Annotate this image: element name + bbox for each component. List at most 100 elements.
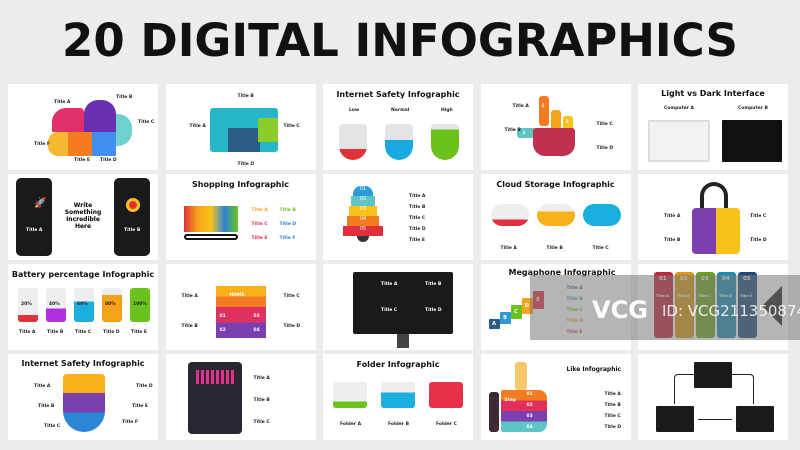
arrow-icon xyxy=(732,374,754,404)
battery-value: 40% xyxy=(49,302,60,307)
tile-envelope[interactable]: Title B Title A Title C Title D xyxy=(165,84,316,170)
bell-clapper xyxy=(357,236,369,242)
label: Title B xyxy=(181,324,198,329)
label: Title A xyxy=(664,214,681,219)
label: Normal xyxy=(391,108,410,113)
step-word: Step xyxy=(504,398,517,403)
label: Title B xyxy=(604,403,621,408)
step: 03 xyxy=(253,314,260,319)
step: 04 xyxy=(253,328,260,333)
puzzle-piece xyxy=(68,132,92,156)
battery-icon xyxy=(130,288,150,322)
label: Title D xyxy=(596,146,614,151)
folder-c xyxy=(429,382,463,408)
step: 04 xyxy=(526,425,533,430)
step: 01 xyxy=(526,392,533,397)
lock-body xyxy=(692,208,740,254)
tile-cloud-storage[interactable]: Cloud Storage Infographic Title A Title … xyxy=(480,174,631,260)
tile-heading: Folder Infographic xyxy=(356,360,440,369)
infographic-grid: Title A Title B Title C Title D Title E … xyxy=(8,84,788,440)
laptop-left xyxy=(656,406,694,432)
puzzle-piece xyxy=(92,132,116,156)
tile-tablet[interactable]: Title A Title B Title C xyxy=(165,354,316,440)
label: Title C xyxy=(409,216,426,221)
label: Title B xyxy=(124,228,141,233)
palm xyxy=(532,128,575,156)
tile-like[interactable]: Like Infographic 01 02 03 04 Step Title … xyxy=(480,354,631,440)
label: Title D xyxy=(409,227,426,232)
tile-monitor[interactable]: Title A Title B Title C Title D xyxy=(323,264,473,350)
home-word: HOME xyxy=(229,293,245,298)
label: Title B xyxy=(409,205,426,210)
label: Title A xyxy=(181,294,198,299)
label: Title B xyxy=(546,246,563,251)
label: Title D xyxy=(136,384,153,389)
battery-icon xyxy=(74,288,94,322)
target-icon xyxy=(126,198,140,212)
label: Computer A xyxy=(664,106,694,111)
label: Title C xyxy=(604,414,621,419)
tile-laptops[interactable] xyxy=(638,354,788,440)
tile-battery[interactable]: Battery percentage Infographic 20% Title … xyxy=(8,264,158,350)
label: Title C xyxy=(44,424,61,429)
cart-puzzle xyxy=(183,206,238,232)
label: Title C xyxy=(251,222,268,227)
label: Title C xyxy=(750,214,767,219)
label: Title C xyxy=(253,420,270,425)
tile-heading: Cloud Storage Infographic xyxy=(496,180,615,189)
dark-monitor xyxy=(722,120,782,162)
light-monitor xyxy=(648,120,710,162)
laptop-right xyxy=(736,406,774,432)
battery-icon xyxy=(18,288,38,322)
tile-folder[interactable]: Folder Infographic Folder A Folder B Fol… xyxy=(323,354,473,440)
bell-step: 03 xyxy=(349,206,377,216)
arrow-icon xyxy=(674,374,694,404)
tile-phones[interactable]: 🚀 Title A Title B Write Something Incred… xyxy=(8,174,158,260)
label: Title B xyxy=(425,282,442,287)
shield-high xyxy=(431,124,459,160)
tile-lock[interactable]: Title A Title C Title B Title D xyxy=(638,174,788,260)
shield-low xyxy=(339,124,367,160)
cloud-full xyxy=(582,204,621,226)
tile-internet-safety[interactable]: Internet Safety Infographic Low Normal H… xyxy=(323,84,473,170)
cloud-low xyxy=(490,204,529,226)
label: Title B xyxy=(38,404,55,409)
tile-shopping[interactable]: Shopping Infographic Title A Title B Tit… xyxy=(165,174,316,260)
label: Title E xyxy=(251,236,268,241)
tile-heading: Light vs Dark Interface xyxy=(661,89,765,98)
tile-cloud-puzzle[interactable]: Title A Title B Title C Title D Title E … xyxy=(8,84,158,170)
thumb-cuff xyxy=(488,392,499,432)
tile-hand[interactable]: 1 2 3 Title A Title B Title C Title D xyxy=(480,84,631,170)
puzzle-piece xyxy=(52,108,84,132)
label: High xyxy=(441,108,453,113)
number: 1 xyxy=(541,104,545,109)
monitor-screen xyxy=(353,272,453,334)
label: Title A xyxy=(26,228,43,233)
laptop-top xyxy=(694,362,732,388)
label: Title D xyxy=(279,222,297,227)
tile-home[interactable]: HOME 01 03 02 04 Title A Title B Title C… xyxy=(165,264,316,350)
label: Folder A xyxy=(340,422,362,427)
label: Folder B xyxy=(388,422,410,427)
tile-bell[interactable]: 01 02 03 04 05 Title A Title B Title C T… xyxy=(323,174,473,260)
lock-shackle xyxy=(700,182,728,212)
battery-icon xyxy=(102,288,122,322)
tile-light-vs-dark[interactable]: Light vs Dark Interface Computer A Compu… xyxy=(638,84,788,170)
page-title: 20 DIGITAL INFOGRAPHICS xyxy=(62,14,738,67)
puzzle-piece xyxy=(48,132,68,156)
step: 03 xyxy=(526,414,533,419)
battery-value: 80% xyxy=(105,302,116,307)
tile-heading: Like Infographic xyxy=(566,366,622,373)
label: Title E xyxy=(74,158,90,163)
label: Title E xyxy=(132,404,148,409)
finger xyxy=(562,116,573,132)
bell-step: 01 xyxy=(353,186,373,196)
label: Title A xyxy=(253,376,270,381)
step: 02 xyxy=(526,403,533,408)
folder-a xyxy=(333,382,367,408)
label: Title D xyxy=(750,238,767,243)
center-text: Write Something Incredible Here xyxy=(64,202,102,230)
label: Title B xyxy=(47,330,64,335)
label: Title B xyxy=(279,208,296,213)
tile-internet-safety-2[interactable]: Internet Safety Infographic Title A Titl… xyxy=(8,354,158,440)
